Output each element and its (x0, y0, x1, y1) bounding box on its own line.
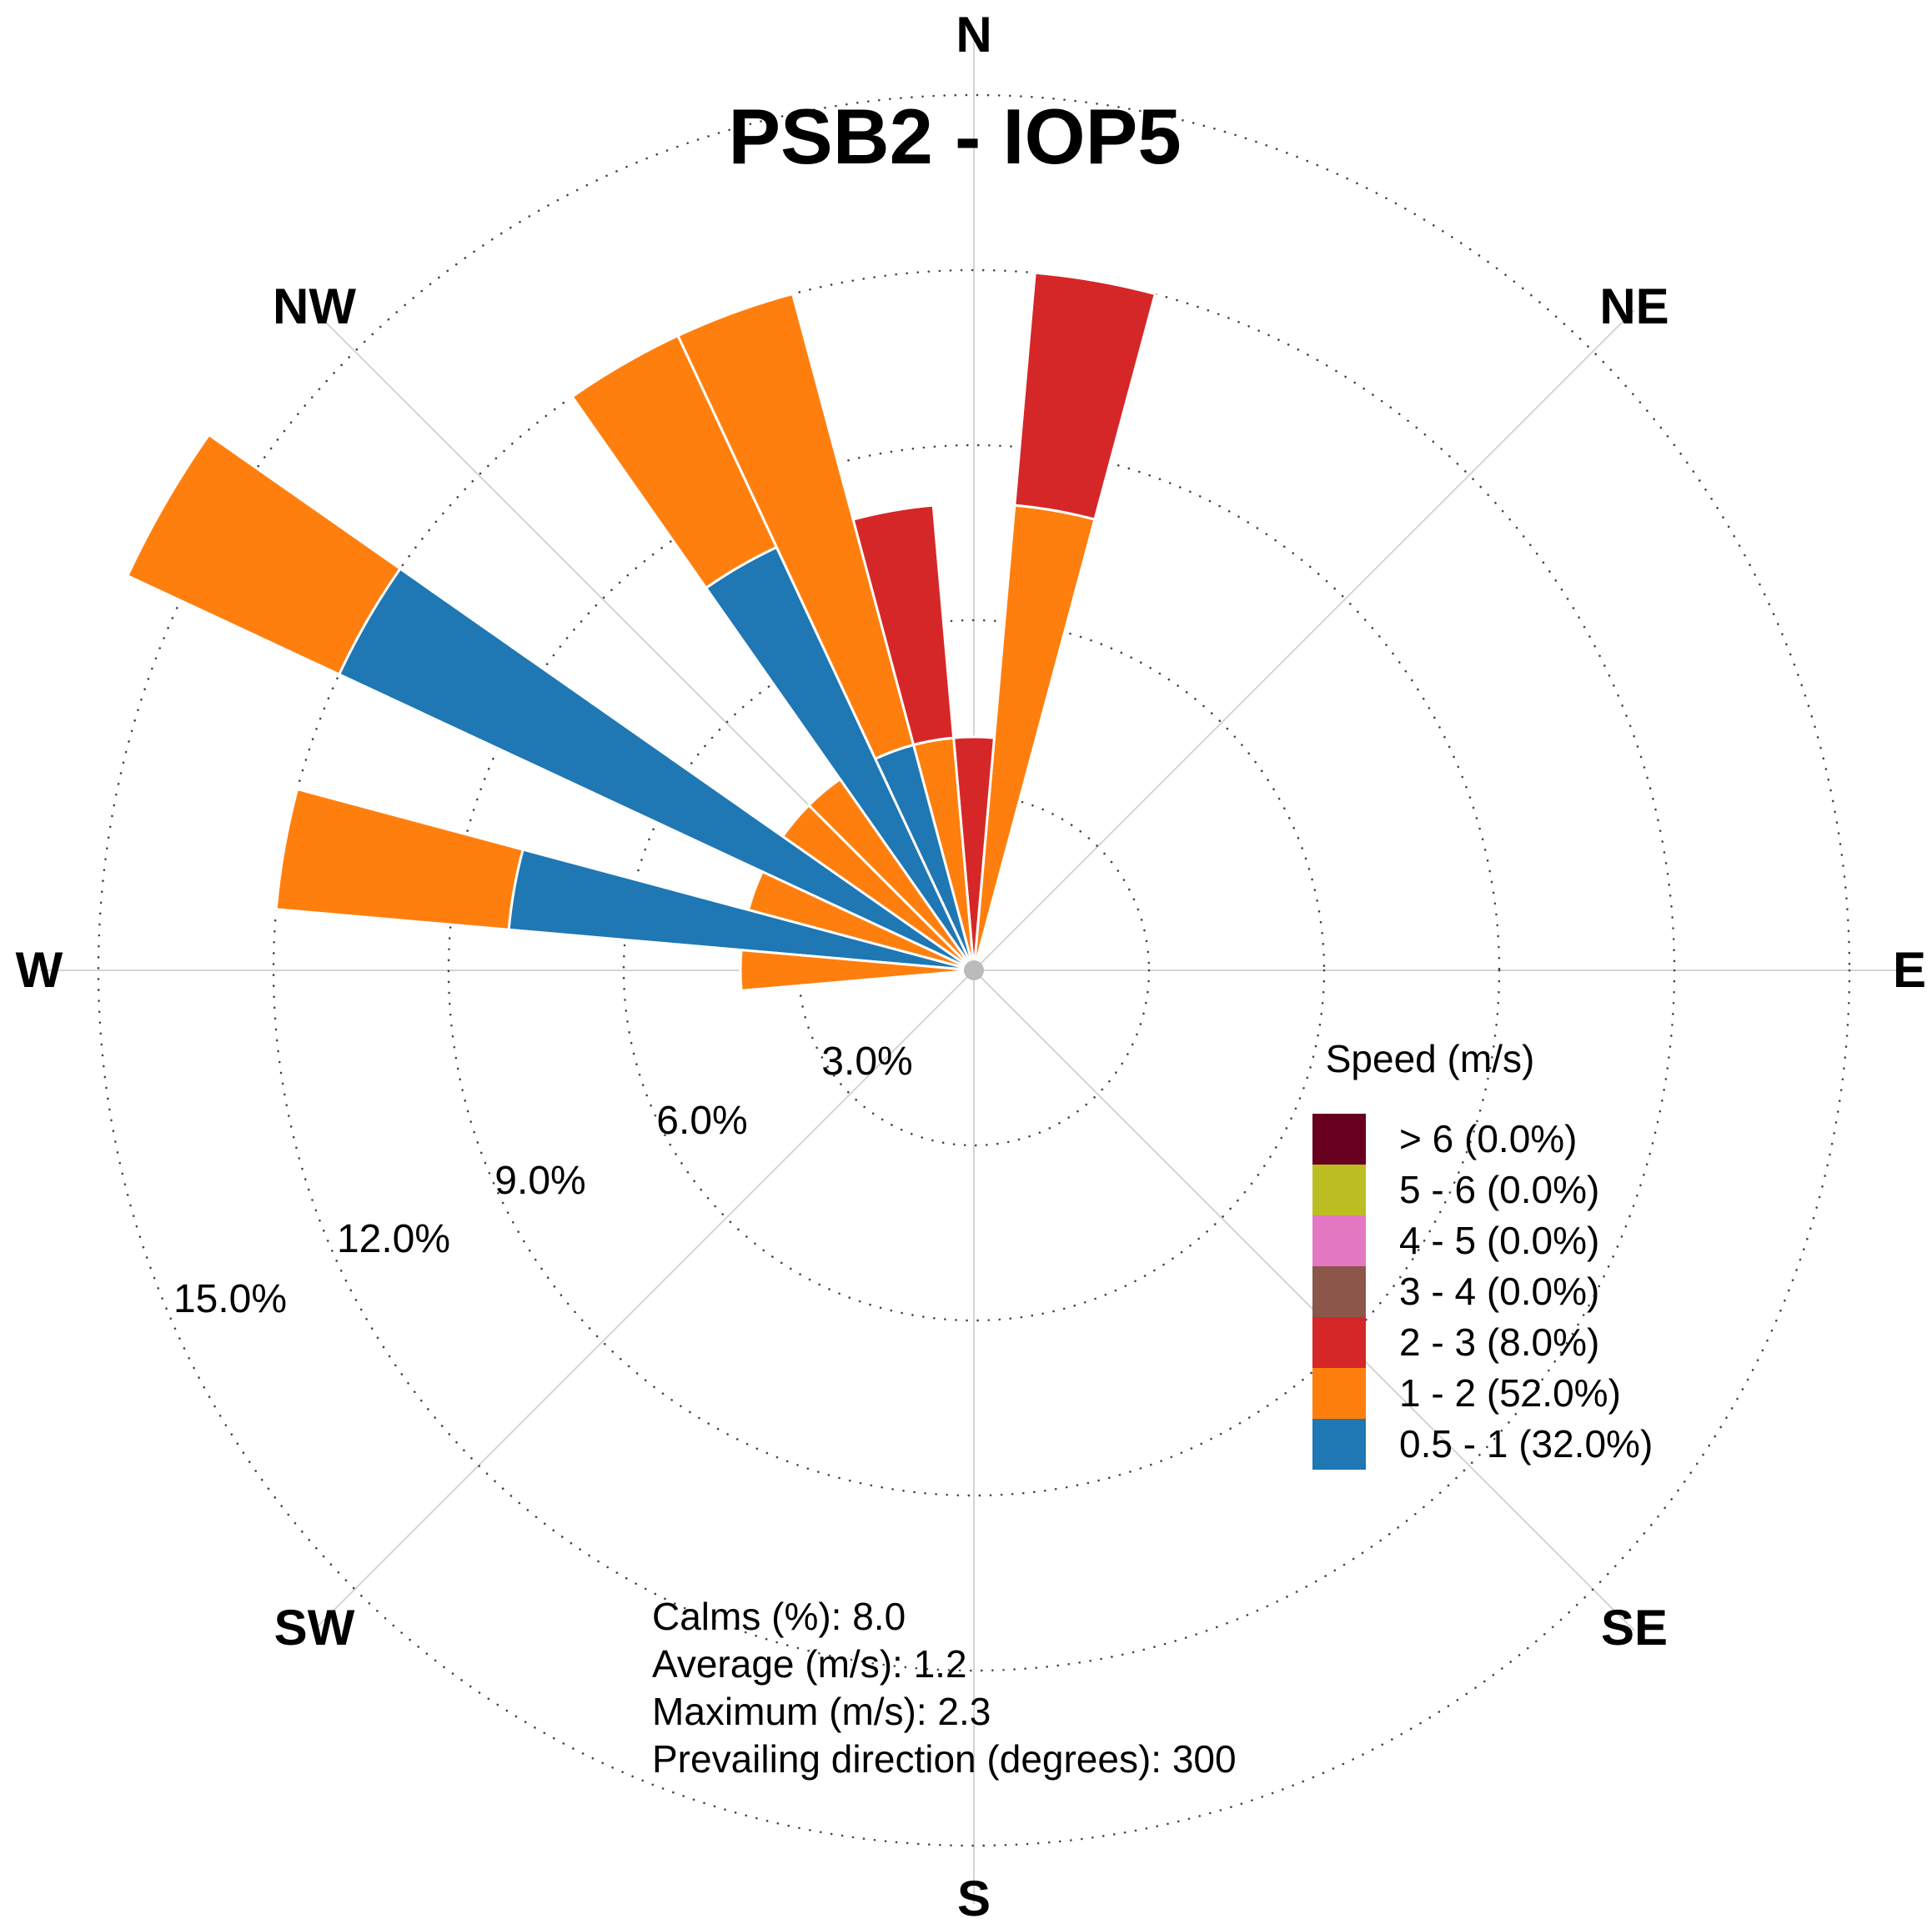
ring-label-9: 9.0% (494, 1159, 585, 1203)
radial-gridline (97, 93, 1851, 1847)
wind-bar-270deg-bin-1 (739, 949, 976, 992)
wind-bar-300deg-bin-1 (126, 433, 402, 676)
compass-label-ne: NE (1599, 278, 1669, 334)
direction-spoke (313, 970, 975, 1631)
legend-label: > 6 (0.0%) (1399, 1117, 1578, 1160)
legend-label: 3 - 4 (0.0%) (1399, 1270, 1599, 1313)
stats-calms: Calms (%): 8.0 (652, 1595, 906, 1638)
legend-title: Speed (m/s) (1326, 1037, 1535, 1080)
legend-label: 4 - 5 (0.0%) (1399, 1219, 1599, 1262)
legend: Speed (m/s) > 6 (0.0%) 5 - 6 (0.0%) 4 - 5 … (1312, 1037, 1653, 1470)
compass-label-w: W (16, 942, 63, 998)
stats-block: Calms (%): 8.0 Average (m/s): 1.2 Maximu… (652, 1595, 1237, 1781)
legend-items: > 6 (0.0%) 5 - 6 (0.0%) 4 - 5 (0.0%) 3 - 4 … (1312, 1114, 1653, 1470)
ring-label-15: 15.0% (173, 1277, 287, 1321)
compass-label-se: SE (1601, 1600, 1668, 1656)
wind-bar-340deg-bin-1 (676, 293, 915, 760)
radial-gridline (447, 443, 1501, 1497)
compass-label-nw: NW (273, 278, 356, 334)
legend-swatch (1312, 1368, 1366, 1419)
direction-spoke (973, 309, 1635, 971)
legend-swatch (1312, 1419, 1366, 1470)
wind-bar-280deg-bin-1 (274, 788, 524, 931)
legend-label: 1 - 2 (52.0%) (1399, 1371, 1621, 1415)
legend-swatch (1312, 1215, 1366, 1266)
wind-sectors (126, 271, 1157, 992)
legend-label: 5 - 6 (0.0%) (1399, 1168, 1599, 1211)
ring-label-3: 3.0% (821, 1040, 912, 1084)
legend-swatch (1312, 1114, 1366, 1165)
stats-maximum: Maximum (m/s): 2.3 (652, 1690, 991, 1733)
wind-bar-350deg-bin-2 (851, 504, 956, 746)
compass-label-e: E (1893, 942, 1926, 998)
origin-marker (964, 960, 984, 980)
compass-label-sw: SW (274, 1600, 355, 1656)
radial-gridline (797, 794, 1151, 1147)
radial-gridline (272, 268, 1676, 1672)
legend-swatch (1312, 1317, 1366, 1368)
radial-gridline (622, 619, 1326, 1322)
legend-swatch (1312, 1266, 1366, 1317)
compass-label-s: S (957, 1871, 991, 1926)
legend-label: 0.5 - 1 (32.0%) (1399, 1422, 1653, 1466)
wind-bar-10deg-bin-2 (1013, 271, 1157, 521)
chart-title: PSB2 - IOP5 (728, 93, 1181, 180)
legend-swatch (1312, 1165, 1366, 1215)
stats-average: Average (m/s): 1.2 (652, 1642, 967, 1686)
direction-spoke (973, 970, 1635, 1631)
wind-bar-330deg-bin-1 (570, 334, 778, 589)
compass-label-n: N (956, 7, 991, 63)
stats-prevailing: Prevailing direction (degrees): 300 (652, 1737, 1237, 1781)
legend-label: 2 - 3 (8.0%) (1399, 1320, 1599, 1364)
ring-label-6: 6.0% (656, 1099, 747, 1143)
ring-label-12: 12.0% (337, 1217, 450, 1261)
